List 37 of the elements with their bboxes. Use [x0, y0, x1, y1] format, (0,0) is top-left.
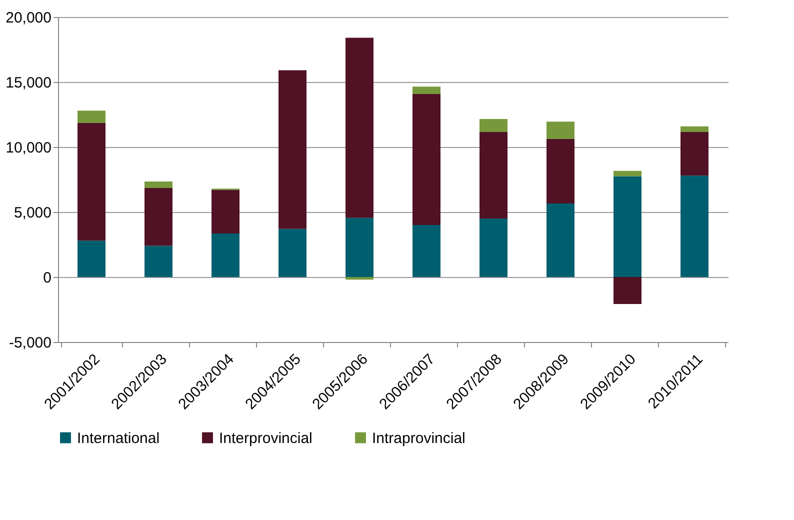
legend-label: International — [77, 430, 160, 447]
bar — [78, 240, 106, 277]
bar — [346, 38, 374, 218]
bar — [144, 188, 172, 246]
bar — [278, 70, 306, 229]
y-tick-label: 10,000 — [6, 140, 52, 156]
y-tick-label: 5,000 — [14, 204, 52, 222]
bar — [680, 132, 708, 176]
bar — [278, 228, 306, 277]
bar — [614, 170, 642, 176]
bar — [412, 225, 440, 277]
bar — [546, 204, 574, 277]
bar — [78, 122, 106, 241]
bar — [412, 94, 440, 225]
y-tick-label: 20,000 — [6, 10, 52, 26]
bar — [546, 122, 574, 139]
bar — [546, 138, 574, 204]
bar — [680, 126, 708, 132]
y-tick-label: 0 — [43, 270, 52, 286]
bar — [346, 218, 374, 277]
bar — [144, 246, 172, 277]
legend-label: Interprovincial — [219, 430, 312, 447]
bar — [614, 277, 642, 304]
bar — [78, 110, 106, 123]
legend-label: Intraprovincial — [372, 430, 466, 447]
bar — [144, 181, 172, 188]
bar — [480, 218, 508, 277]
y-tick-label: -5,000 — [8, 334, 52, 352]
bar — [480, 119, 508, 132]
bar — [212, 190, 240, 234]
bar — [680, 176, 708, 277]
bar — [346, 277, 374, 280]
bar — [614, 176, 642, 277]
bar — [480, 132, 508, 218]
bar — [212, 233, 240, 277]
y-tick-label: 15,000 — [6, 74, 52, 92]
bar — [412, 86, 440, 94]
